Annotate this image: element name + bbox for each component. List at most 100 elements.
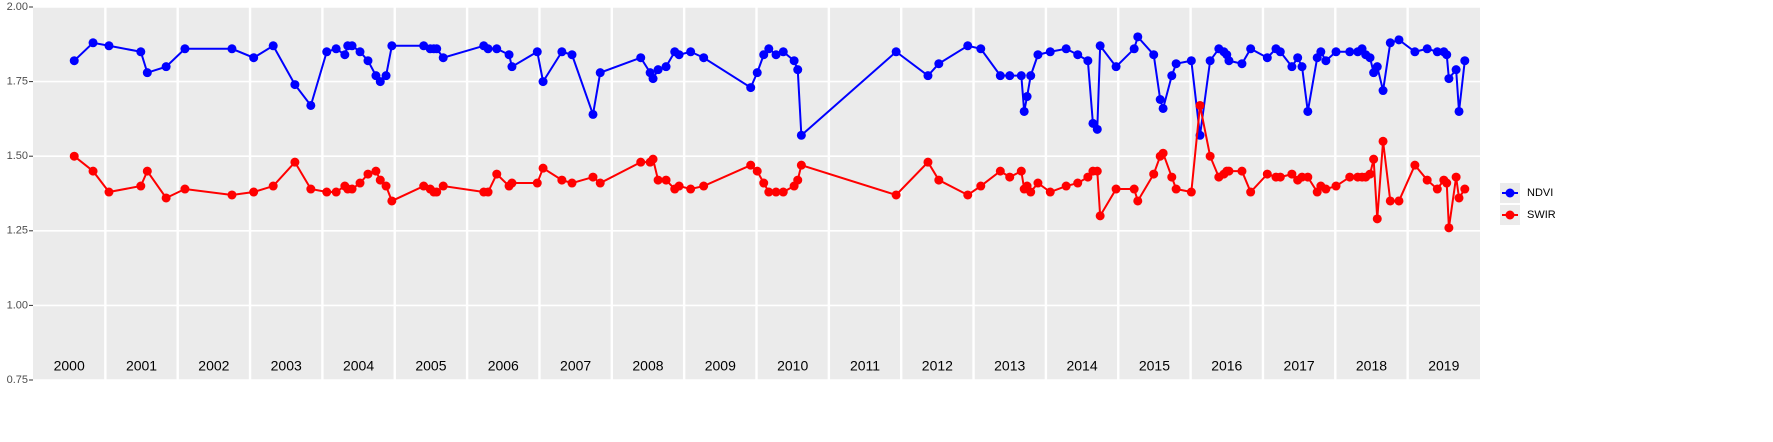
point: [1262, 169, 1272, 179]
point: [340, 50, 350, 60]
point: [1061, 44, 1071, 54]
point: [1158, 103, 1168, 113]
point: [1422, 175, 1432, 185]
point: [1111, 62, 1121, 72]
point: [1372, 62, 1382, 72]
point: [1316, 47, 1326, 57]
point: [1083, 56, 1093, 66]
point: [355, 47, 365, 57]
point: [381, 71, 391, 81]
point: [789, 56, 799, 66]
point: [1073, 178, 1083, 188]
point: [1171, 59, 1181, 69]
point: [387, 196, 397, 206]
point: [104, 41, 114, 51]
point: [1303, 172, 1313, 182]
point: [1451, 65, 1461, 75]
point: [142, 68, 152, 78]
point: [1369, 154, 1379, 164]
point: [793, 175, 803, 185]
point: [891, 47, 901, 57]
point: [1092, 124, 1102, 134]
point: [249, 187, 259, 197]
y-tick-label: 1.50: [7, 150, 28, 162]
point: [1045, 187, 1055, 197]
point: [648, 74, 658, 84]
point: [492, 169, 502, 179]
point: [161, 193, 171, 203]
point: [1394, 196, 1404, 206]
point: [1262, 53, 1272, 63]
point: [387, 41, 397, 51]
point: [375, 77, 385, 87]
point: [653, 65, 663, 75]
point: [432, 44, 442, 54]
point: [1444, 74, 1454, 84]
point: [1129, 184, 1139, 194]
point: [483, 44, 493, 54]
point: [1186, 187, 1196, 197]
point: [636, 53, 646, 63]
point: [1167, 71, 1177, 81]
point: [538, 77, 548, 87]
point: [588, 172, 598, 182]
y-tick-label: 1.00: [7, 299, 28, 311]
point: [588, 109, 598, 119]
point: [1287, 169, 1297, 179]
point: [1394, 35, 1404, 45]
point: [759, 50, 769, 60]
point: [1205, 151, 1215, 161]
x-year-label: 2004: [343, 358, 374, 374]
point: [1331, 181, 1341, 191]
point: [381, 181, 391, 191]
x-year-label: 2000: [54, 358, 85, 374]
point: [557, 175, 567, 185]
point: [1365, 169, 1375, 179]
legend-point: [1505, 210, 1515, 220]
x-year-label: 2005: [415, 358, 446, 374]
point: [759, 178, 769, 188]
x-year-label: 2014: [1066, 358, 1097, 374]
point: [249, 53, 259, 63]
point: [227, 190, 237, 200]
x-year-label: 2002: [198, 358, 229, 374]
point: [532, 178, 542, 188]
point: [1410, 160, 1420, 170]
point: [136, 47, 146, 57]
point: [557, 47, 567, 57]
point: [88, 166, 98, 176]
point: [432, 187, 442, 197]
point: [1195, 100, 1205, 110]
point: [507, 178, 517, 188]
point: [1246, 44, 1256, 54]
point: [104, 187, 114, 197]
y-tick-label: 1.75: [7, 76, 28, 88]
point: [1410, 47, 1420, 57]
point: [306, 184, 316, 194]
point: [923, 157, 933, 167]
x-year-label: 2008: [632, 358, 663, 374]
point: [1073, 50, 1083, 60]
point: [1149, 169, 1159, 179]
point: [686, 47, 696, 57]
point: [1442, 178, 1452, 188]
point: [1237, 166, 1247, 176]
point: [1378, 86, 1388, 96]
point: [1432, 47, 1442, 57]
legend-point: [1505, 188, 1515, 198]
y-tick-label: 0.75: [7, 374, 28, 386]
x-year-label: 2011: [850, 358, 880, 374]
point: [136, 181, 146, 191]
point: [674, 181, 684, 191]
point: [995, 71, 1005, 81]
point: [567, 50, 577, 60]
point: [661, 175, 671, 185]
point: [764, 44, 774, 54]
point: [1422, 44, 1432, 54]
point: [371, 166, 381, 176]
point: [1460, 184, 1470, 194]
x-year-label: 2019: [1428, 358, 1459, 374]
point: [1303, 106, 1313, 116]
point: [674, 50, 684, 60]
